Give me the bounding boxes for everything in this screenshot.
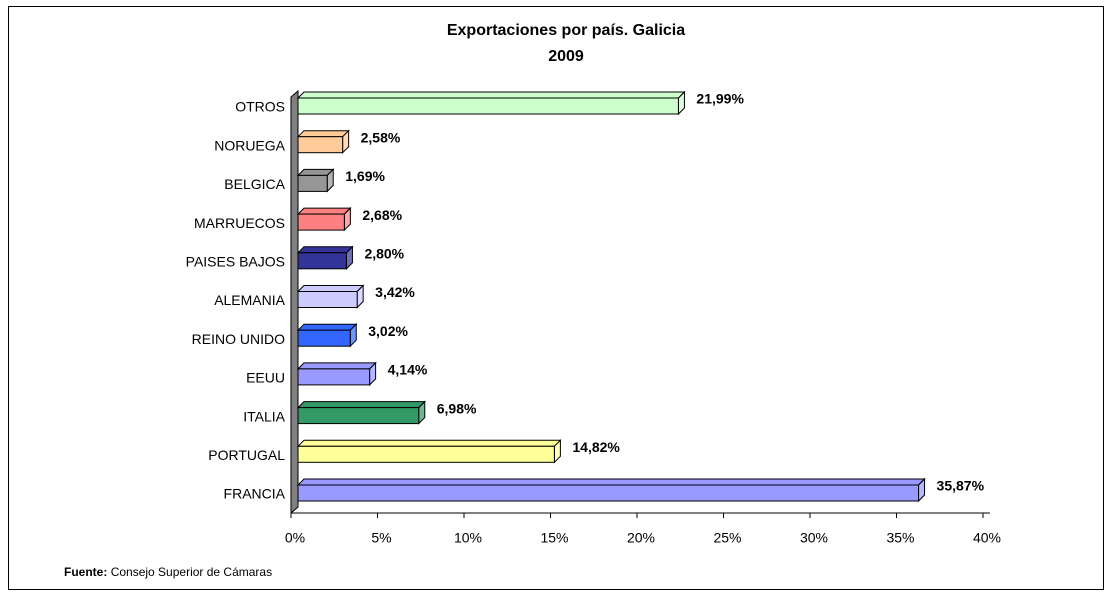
value-label: 6,98% — [437, 400, 477, 416]
y-tick-label: ITALIA — [243, 408, 285, 424]
bar — [297, 97, 679, 115]
bar-top — [296, 439, 562, 447]
value-label: 1,69% — [345, 168, 385, 184]
bar-top — [296, 246, 354, 254]
chart-title: Exportaciones por país. Galicia — [447, 22, 685, 39]
bar-top — [296, 130, 350, 138]
x-tick-label: 25% — [713, 530, 741, 546]
x-tick-label: 30% — [800, 530, 828, 546]
y-tick-label: ALEMANIA — [214, 292, 285, 308]
bar-top — [296, 478, 926, 486]
y-tick-label: BELGICA — [224, 176, 285, 192]
value-label: 3,02% — [368, 323, 408, 339]
bar — [297, 407, 420, 425]
bar — [297, 291, 358, 308]
bar — [297, 329, 351, 347]
bar — [297, 136, 344, 154]
value-label: 35,87% — [937, 478, 985, 494]
value-label: 3,42% — [375, 284, 415, 300]
value-label: 4,14% — [388, 362, 428, 378]
bar-top — [296, 362, 377, 370]
bar — [297, 484, 920, 502]
chart-subtitle: 2009 — [548, 48, 584, 65]
x-tick-label: 35% — [886, 530, 914, 546]
y-tick-label: EEUU — [246, 370, 285, 386]
bar-top — [296, 285, 365, 292]
source: Fuente: Consejo Superior de Cámaras — [64, 565, 272, 579]
x-tick-label: 10% — [454, 530, 482, 546]
bar — [297, 174, 328, 192]
bar-top — [296, 401, 426, 409]
y-tick-label: MARRUECOS — [194, 215, 285, 231]
bar — [297, 213, 345, 231]
bar — [297, 368, 371, 386]
x-tick-label: 40% — [973, 530, 1001, 546]
bar — [297, 445, 555, 463]
bar — [297, 252, 347, 270]
y-tick-label: FRANCIA — [224, 486, 286, 502]
x-tick-label: 20% — [627, 530, 655, 546]
bar-top — [296, 91, 686, 99]
value-label: 14,82% — [572, 439, 620, 455]
y-tick-label: OTROS — [235, 99, 285, 115]
y-tick-label: PORTUGAL — [208, 447, 285, 463]
y-tick-label: REINO UNIDO — [192, 331, 285, 347]
axis-wall — [290, 89, 299, 515]
bar-top — [296, 207, 352, 215]
value-label: 2,68% — [362, 207, 402, 223]
value-label: 21,99% — [696, 91, 744, 107]
x-tick-label: 0% — [285, 530, 305, 546]
y-tick-label: NORUEGA — [214, 137, 285, 153]
source-label: Fuente: — [64, 565, 107, 579]
value-label: 2,80% — [364, 246, 404, 262]
value-label: 2,58% — [361, 129, 401, 145]
x-tick-label: 15% — [540, 530, 568, 546]
source-text: Consejo Superior de Cámaras — [111, 565, 272, 579]
x-tick-label: 5% — [371, 530, 391, 546]
bar-top — [296, 323, 358, 331]
y-tick-label: PAISES BAJOS — [186, 254, 285, 270]
